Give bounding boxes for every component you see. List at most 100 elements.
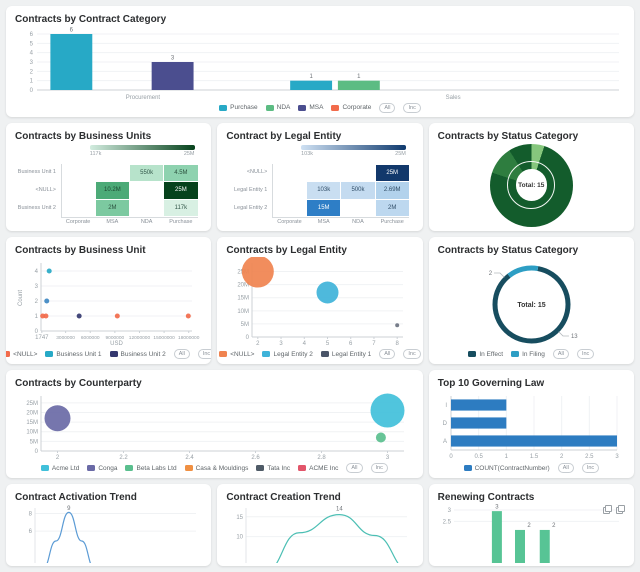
legend-item[interactable]: In Filing [511, 351, 545, 358]
filter-badge[interactable]: Inc [370, 463, 388, 474]
heatmap-cell[interactable]: 117k [164, 199, 198, 217]
filter-badge[interactable]: All [552, 349, 569, 360]
legend-item[interactable]: MSA [298, 104, 323, 111]
heatmap-cell[interactable]: 103k [307, 182, 341, 199]
bar[interactable] [539, 529, 550, 563]
plot-area: 8 6 9 [29, 506, 196, 563]
filter-badge[interactable]: Inc [403, 102, 421, 113]
bar-msa[interactable] [151, 62, 194, 90]
bar-d[interactable] [450, 416, 507, 429]
filter-badge[interactable]: All [379, 349, 396, 360]
governing-law-bar-chart[interactable]: 0 0.5 1 1.5 2 2.5 3 I D A COUNT(ContractNumber) All… [438, 390, 625, 475]
sunburst-chart[interactable]: Total: 15 [489, 143, 573, 227]
filter-badge[interactable]: Inc [581, 463, 600, 474]
filter-badge[interactable]: Inc [197, 349, 212, 360]
activation-trend-line-chart[interactable]: 8 6 9 [15, 504, 202, 563]
tick-label: 10 [237, 535, 244, 541]
data-point[interactable] [43, 313, 49, 319]
legend-item[interactable]: Corporate [331, 104, 371, 111]
legend-item[interactable]: Beta Labs Ltd [125, 465, 177, 472]
sunburst-center-label: Total: 15 [515, 169, 548, 201]
card-contracts-by-legal-entity: Contracts by Legal Entity 0 5M 10M 15M 20M 2 5… [217, 236, 423, 364]
data-point[interactable] [185, 313, 191, 319]
data-point[interactable] [76, 313, 82, 319]
chart-toolbar [602, 504, 626, 515]
data-point[interactable] [316, 281, 339, 304]
bar-a[interactable] [450, 434, 617, 447]
card-contract-activation-trend: Contract Activation Trend 8 6 9 [6, 483, 212, 566]
legend-item[interactable]: <NULL> [219, 351, 254, 358]
filter-badge[interactable]: All [557, 463, 574, 474]
heatmap-cell[interactable]: 4.5M [164, 164, 198, 182]
legend-item[interactable]: Purchase [219, 104, 258, 111]
legend-item[interactable]: Business Unit 2 [109, 351, 166, 358]
business-units-heatmap[interactable]: 117k 25M Business Unit 1 <NULL> Business Uni… [15, 143, 202, 228]
data-point[interactable] [242, 256, 275, 288]
legend-item[interactable]: Legal Entity 1 [320, 351, 371, 358]
contracts-by-contract-category-chart[interactable]: 0 1 2 3 4 5 6 6 3 1 1 Procurement Sales Purchase NDA MS… [15, 26, 625, 114]
status-category-sunburst[interactable]: Total: 15 [438, 143, 625, 228]
tick-label: 15000000 [153, 335, 175, 341]
status-category-ring-chart[interactable]: 2 13 Total: 15 In Effect In Filing All Inc [438, 257, 625, 361]
legend-item[interactable]: COUNT(ContractNumber) [463, 465, 550, 472]
data-point[interactable] [395, 322, 400, 327]
legend-label: Tata Inc [267, 464, 291, 472]
bar[interactable] [514, 529, 525, 563]
data-point[interactable] [46, 268, 52, 274]
legend-item[interactable]: ACME Inc [298, 465, 338, 472]
data-point[interactable] [44, 298, 50, 304]
business-unit-scatter-chart[interactable]: 0 1 2 3 4 1747 3000000 6000000 9000000 12000000 15… [6, 257, 212, 361]
legend-item[interactable]: Casa & Mouldings [184, 465, 248, 472]
data-point[interactable] [370, 393, 405, 428]
filter-badge[interactable]: All [173, 349, 190, 360]
heatmap-cell[interactable]: 500k [341, 182, 375, 199]
row-5: Contract Activation Trend 8 6 9 Contract C… [6, 483, 634, 566]
heatmap-cell[interactable]: 2M [95, 199, 129, 217]
ring-segment-in-effect[interactable] [492, 265, 571, 343]
filter-badge[interactable]: All [379, 102, 396, 113]
bar-nda[interactable] [337, 80, 380, 90]
tick-label: 1 [30, 79, 34, 85]
filter-badge[interactable]: All [346, 463, 363, 474]
filter-badge[interactable]: Inc [576, 349, 595, 360]
copy-icon[interactable] [615, 504, 626, 515]
legend-item[interactable]: Conga [87, 465, 117, 472]
scale-min-label: 103k [301, 151, 314, 157]
heatmap-cell[interactable]: 25M [164, 182, 198, 199]
legend-item[interactable]: Business Unit 1 [45, 351, 102, 358]
legend-item[interactable]: Acme Ltd [40, 465, 79, 472]
legal-entity-bubble-chart[interactable]: 05M10M15M20M25M2345678<NULL>Legal Entity… [219, 256, 421, 361]
creation-trend-line-chart[interactable]: 15 10 14 [226, 504, 413, 563]
heatmap-cell[interactable]: 10.2M [95, 182, 129, 199]
trend-line[interactable] [43, 511, 95, 563]
tick-label: 5M [241, 321, 249, 327]
data-point[interactable] [375, 432, 386, 443]
bar-purchase[interactable] [290, 80, 333, 90]
heatmap-cell[interactable]: 15M [307, 199, 341, 217]
column-label: MSA [317, 219, 330, 225]
legend-item[interactable]: NDA [265, 104, 291, 111]
renewing-contracts-bar-chart[interactable]: 3 2.5 3 2 2 [438, 504, 626, 563]
ring-segment-in-filing[interactable] [507, 265, 538, 278]
heatmap-cell[interactable]: 550k [130, 164, 164, 182]
trend-line[interactable] [266, 513, 411, 563]
heatmap-cell[interactable]: 2M [375, 199, 409, 217]
data-point[interactable] [114, 313, 120, 319]
legend-label: NDA [276, 104, 291, 111]
filter-badge[interactable]: Inc [403, 349, 421, 360]
legend-item[interactable]: In Effect [468, 351, 503, 358]
legal-entity-heatmap[interactable]: 103k 25M <NULL> Legal Entity 1 Legal Entity … [226, 143, 413, 228]
heatmap-cell[interactable]: 2.69M [375, 182, 409, 199]
category-label: Sales [446, 95, 461, 101]
bar-purchase[interactable] [50, 34, 93, 90]
legend-item[interactable]: Tata Inc [256, 465, 290, 472]
data-point[interactable] [44, 404, 71, 431]
snapshot-icon[interactable] [602, 504, 613, 515]
legend-swatch [298, 465, 307, 472]
legend-item[interactable]: <NULL> [6, 351, 37, 358]
bar[interactable] [491, 511, 502, 563]
heatmap-cell[interactable]: 25M [375, 164, 409, 182]
legend-item[interactable]: Legal Entity 2 [262, 351, 313, 358]
bar-i[interactable] [450, 398, 507, 411]
counterparty-bubble-chart[interactable]: 0 5M 10M 15M 20M 25M 2 2.2 2.4 2.6 2.8 3 Acme Ltd Con… [15, 390, 414, 475]
